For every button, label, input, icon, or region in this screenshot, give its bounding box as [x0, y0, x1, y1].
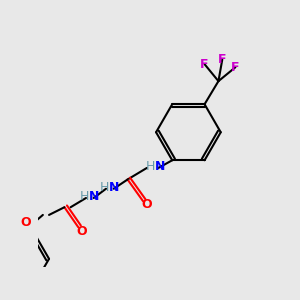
Text: F: F [231, 61, 240, 74]
Text: H: H [146, 160, 155, 173]
Text: F: F [218, 53, 226, 66]
Text: N: N [88, 190, 99, 203]
Text: H: H [80, 190, 89, 203]
Text: O: O [21, 216, 31, 229]
Text: N: N [155, 160, 165, 173]
Text: F: F [200, 58, 209, 71]
Text: H: H [100, 181, 109, 194]
Text: N: N [109, 181, 119, 194]
Text: O: O [142, 198, 152, 212]
Text: O: O [77, 225, 88, 238]
